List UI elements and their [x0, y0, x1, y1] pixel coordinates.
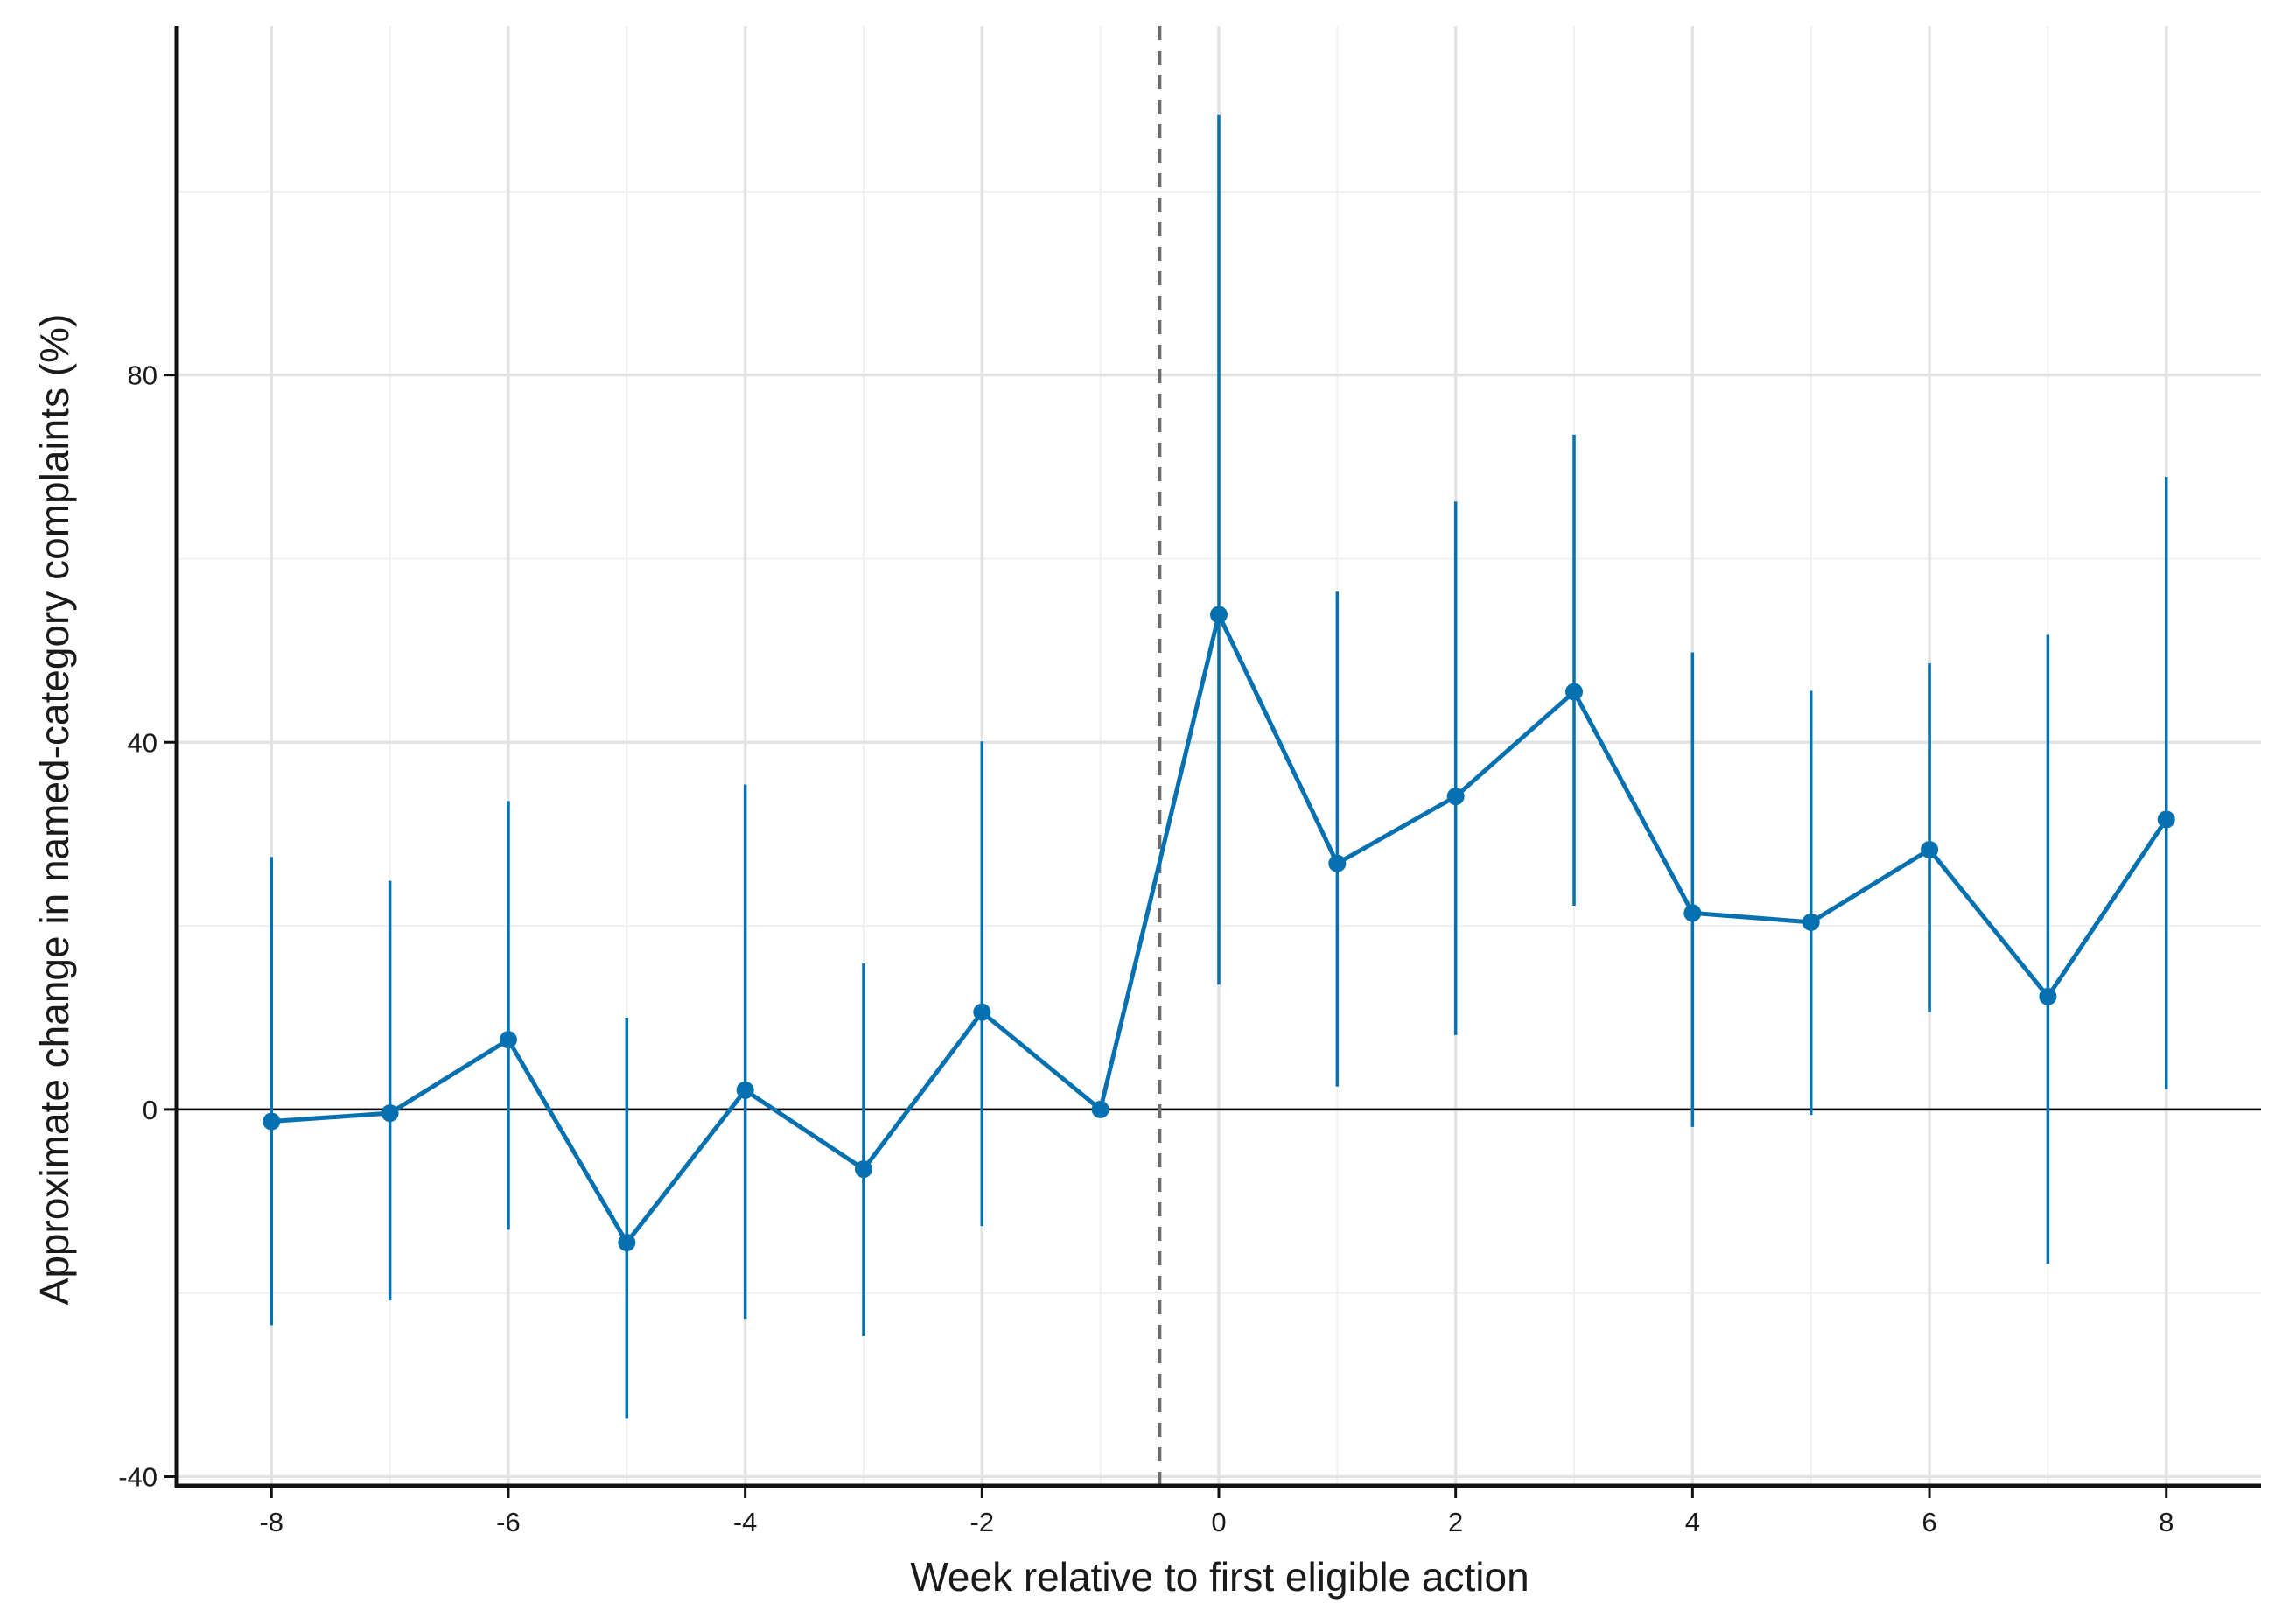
x-tick-label: 2 — [1448, 1507, 1463, 1537]
data-point — [1684, 904, 1702, 922]
y-tick-label: 40 — [128, 727, 158, 758]
data-point — [1802, 913, 1820, 931]
x-tick-label: -4 — [733, 1507, 758, 1537]
y-tick-label: -40 — [118, 1462, 158, 1493]
data-point — [2157, 810, 2175, 829]
x-tick-label: -8 — [259, 1507, 284, 1537]
data-point — [2039, 987, 2057, 1005]
y-tick-label: 80 — [128, 360, 158, 391]
error-bars — [270, 114, 2168, 1419]
x-tick-label: -2 — [970, 1507, 995, 1537]
x-tick-label: 6 — [1922, 1507, 1936, 1537]
data-point — [499, 1031, 517, 1049]
data-point — [618, 1234, 636, 1251]
series — [262, 606, 2175, 1251]
data-point — [1921, 841, 1939, 859]
data-point — [1328, 854, 1347, 872]
data-point — [854, 1160, 872, 1179]
x-tick-label: -6 — [496, 1507, 521, 1537]
data-point — [262, 1112, 281, 1130]
data-point — [1446, 788, 1465, 806]
data-point — [1210, 606, 1228, 624]
tick-labels: -8 -6 -4 -2 0 2 4 6 8 -40 0 40 80 — [118, 360, 2174, 1537]
x-axis-title: Week relative to first eligible action — [910, 1554, 1529, 1600]
axes — [164, 26, 2261, 1498]
x-tick-label: 8 — [2159, 1507, 2174, 1537]
x-tick-label: 4 — [1685, 1507, 1700, 1537]
data-point — [736, 1081, 754, 1099]
data-point — [973, 1003, 991, 1021]
data-point — [1091, 1100, 1110, 1118]
y-tick-label: 0 — [143, 1095, 158, 1125]
data-point — [1565, 682, 1584, 701]
x-tick-label: 0 — [1211, 1507, 1226, 1537]
data-point — [381, 1104, 399, 1123]
reference-lines — [177, 26, 2261, 1486]
y-axis-title: Approximate change in named-category com… — [32, 314, 77, 1306]
